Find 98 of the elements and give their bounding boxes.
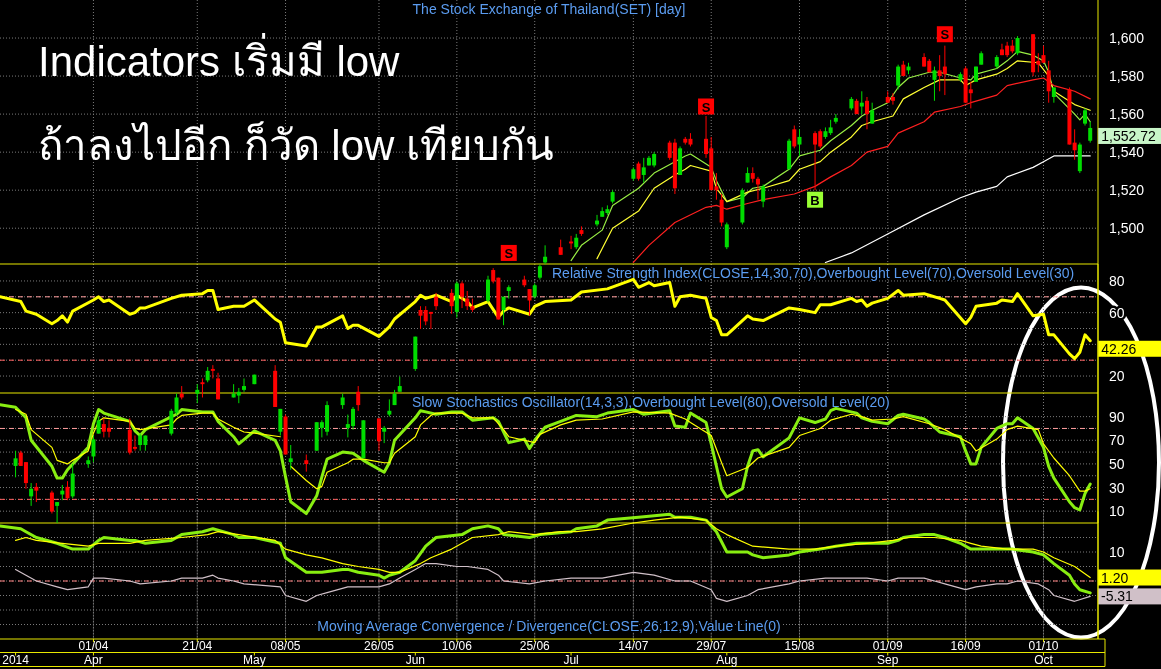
candlestick xyxy=(55,501,60,524)
annotation: 1,552.72 xyxy=(1101,127,1156,144)
candlestick xyxy=(70,463,75,499)
candlestick xyxy=(719,193,724,227)
candlestick xyxy=(813,130,818,191)
x-tick-label: 01/04 xyxy=(78,639,109,653)
candlestick xyxy=(34,482,39,503)
x-tick-label: 01/10 xyxy=(1028,639,1059,653)
line-series xyxy=(632,77,1091,264)
y-tick-label: 1.20 xyxy=(1101,569,1129,586)
candlestick xyxy=(278,408,283,437)
candlestick xyxy=(356,385,361,412)
x2-tick-label: Sep xyxy=(877,653,899,667)
x2-tick-label: Apr xyxy=(84,653,103,667)
candlestick xyxy=(449,288,454,315)
candlestick xyxy=(724,222,729,250)
y-tick-label: 1,580 xyxy=(1109,68,1145,85)
x2-tick-label: Jul xyxy=(563,653,579,667)
candlestick xyxy=(641,157,646,184)
candlestick xyxy=(932,66,937,102)
chart-title: Relative Strength Index(CLOSE,14,30,70),Overbought Level(70),Oversold Level(30) xyxy=(552,265,1075,281)
y-tick-label: 1,500 xyxy=(1109,220,1145,237)
candlestick xyxy=(288,444,293,471)
y-tick-label: -5.31 xyxy=(1101,588,1134,605)
candlestick xyxy=(501,296,506,326)
y-tick-label: 1,600 xyxy=(1109,30,1145,47)
candlestick xyxy=(797,128,802,157)
y-tick-label: 1,560 xyxy=(1109,106,1145,123)
candlestick xyxy=(859,90,864,115)
candlestick xyxy=(1072,128,1077,161)
candlestick xyxy=(242,377,246,393)
x-tick-label: 25/06 xyxy=(519,639,551,653)
y-tick-label: 90 xyxy=(1109,408,1125,425)
candlestick xyxy=(527,288,532,317)
annotation: Indicators เริ่มมี low xyxy=(38,33,401,85)
candlestick xyxy=(870,102,875,125)
data-label: S xyxy=(701,99,711,115)
candlestick xyxy=(174,393,179,416)
x2-tick-label: May xyxy=(243,653,266,667)
data-label: S xyxy=(504,245,514,261)
annotation: ถ้าลงไปอีก ก็วัด low เทียบกัน xyxy=(38,121,555,169)
line-series xyxy=(824,155,1091,264)
y-tick-label: 1,540 xyxy=(1109,144,1145,161)
data-label: B xyxy=(810,192,820,208)
data-label: 42.26 xyxy=(1101,340,1137,357)
x-tick-label: 15/08 xyxy=(784,639,815,653)
x2-tick-label: 2014 xyxy=(2,653,30,667)
candlestick xyxy=(460,280,465,309)
x2-tick-label: Oct xyxy=(1034,653,1054,667)
y-tick-label: 10 xyxy=(1109,503,1125,520)
x-tick-label: 26/05 xyxy=(363,639,395,653)
candlestick xyxy=(29,482,34,507)
candlestick xyxy=(942,45,947,96)
y-tick-label: 30 xyxy=(1109,479,1125,496)
data-label: S xyxy=(940,27,950,43)
x2-tick-label: Aug xyxy=(716,653,738,667)
chart-title: Slow Stochastics Oscillator(14,3,3),Overbought Level(80),Oversold Level(20) xyxy=(412,394,890,410)
line-series xyxy=(14,516,1091,579)
chart-title: The Stock Exchange of Thailand(SET) [day] xyxy=(412,1,686,17)
x-tick-label: 14/07 xyxy=(618,639,649,653)
candlestick xyxy=(792,125,797,149)
candlestick xyxy=(465,290,470,311)
x2-tick-label: Jun xyxy=(405,653,425,667)
candlestick xyxy=(376,417,381,452)
candlestick xyxy=(761,183,766,208)
y-tick-label: 10 xyxy=(1109,544,1125,560)
x-tick-label: 16/09 xyxy=(950,639,981,653)
y-tick-label: 50 xyxy=(1109,455,1125,472)
candlestick xyxy=(195,383,200,404)
candlestick xyxy=(49,490,54,514)
candlestick xyxy=(428,311,433,330)
candlestick xyxy=(91,435,96,463)
x-tick-label: 08/05 xyxy=(270,639,301,653)
candlestick xyxy=(486,275,490,303)
x-tick-label: 01/09 xyxy=(872,639,904,653)
x-tick-label: 21/04 xyxy=(182,639,213,653)
y-tick-label: 20 xyxy=(1109,368,1125,385)
candlestick xyxy=(200,377,205,398)
candlestick xyxy=(896,64,901,90)
y-tick-label: 1,520 xyxy=(1109,182,1145,199)
candlestick xyxy=(1046,60,1051,104)
x-tick-label: 29/07 xyxy=(696,639,727,653)
candlestick xyxy=(636,161,641,182)
candlestick xyxy=(216,372,221,400)
candlestick xyxy=(65,480,70,501)
line-series xyxy=(14,563,1091,602)
candlestick xyxy=(434,292,439,311)
candlestick xyxy=(169,408,174,437)
candlestick xyxy=(1015,35,1020,56)
candlestick xyxy=(13,450,18,478)
y-tick-label: 80 xyxy=(1109,272,1125,289)
candlestick xyxy=(864,96,869,130)
text: Moving Average Convergence / Divergence(CLOSE,26,12,9),Value Line(0) xyxy=(317,618,781,634)
y-tick-label: 70 xyxy=(1109,432,1125,449)
candlestick xyxy=(890,92,895,106)
candlestick xyxy=(1088,121,1093,144)
x-tick-label: 10/06 xyxy=(441,639,473,653)
candlestick xyxy=(210,364,215,379)
